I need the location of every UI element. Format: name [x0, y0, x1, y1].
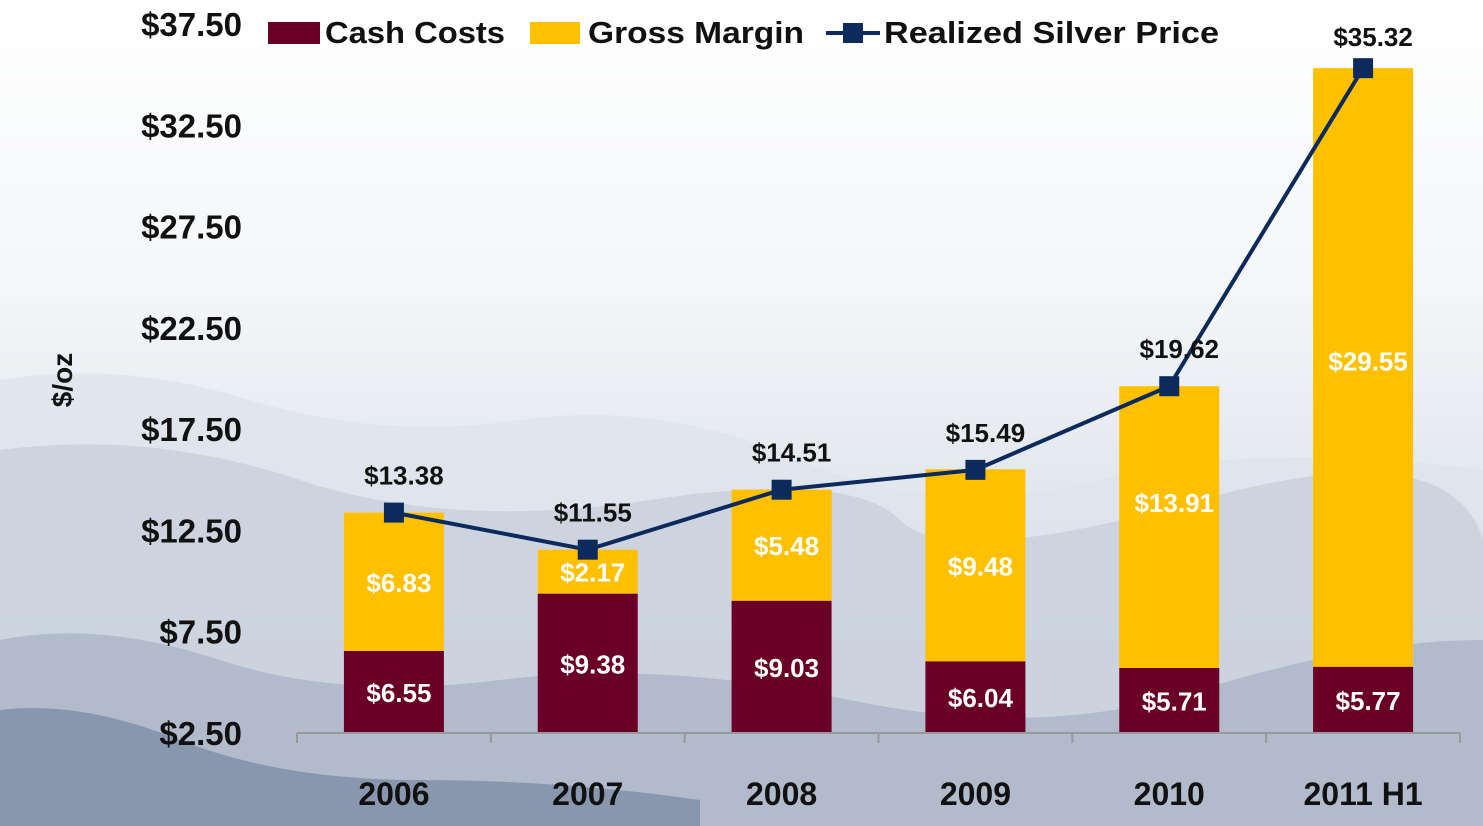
- x-tick-label: 2007: [552, 776, 623, 812]
- price-label: $35.32: [1333, 22, 1413, 52]
- bar-cash-costs: [925, 661, 1026, 733]
- price-marker: [383, 502, 404, 523]
- bar-cash-costs: [343, 650, 444, 733]
- legend-price-marker: [843, 23, 863, 43]
- price-marker: [965, 459, 986, 480]
- x-tick-label: 2006: [358, 776, 429, 812]
- price-marker: [771, 479, 792, 500]
- cash-cost-label: $9.03: [754, 653, 819, 683]
- x-tick-label: 2008: [746, 776, 817, 812]
- bar-gross-margin: [731, 489, 832, 601]
- gross-margin-label: $5.48: [754, 531, 819, 561]
- y-tick-label: $37.50: [141, 6, 242, 43]
- legend-price-label: Realized Silver Price: [884, 15, 1219, 50]
- price-label: $19.62: [1139, 334, 1219, 364]
- y-tick-label: $12.50: [141, 512, 242, 549]
- gross-margin-label: $13.91: [1134, 488, 1214, 518]
- legend-cash-costs-swatch: [268, 22, 320, 44]
- bar-cash-costs: [1119, 667, 1220, 733]
- x-tick-label: 2010: [1134, 776, 1205, 812]
- cash-cost-label: $6.04: [948, 683, 1014, 713]
- gross-margin-label: $29.55: [1328, 346, 1408, 376]
- bar-cash-costs: [537, 593, 638, 733]
- legend-gross-margin-swatch: [530, 22, 580, 44]
- y-tick-label: $32.50: [141, 107, 242, 144]
- gross-margin-label: $9.48: [948, 551, 1013, 581]
- price-marker: [1353, 58, 1374, 79]
- y-tick-label: $17.50: [141, 411, 242, 448]
- y-tick-label: $7.50: [159, 614, 242, 651]
- y-axis-label: $/oz: [47, 353, 78, 407]
- legend-cash-costs-label: Cash Costs: [325, 15, 505, 50]
- price-label: $14.51: [752, 438, 832, 468]
- bar-gross-margin: [1313, 68, 1414, 667]
- x-tick-label: 2011 H1: [1303, 776, 1422, 812]
- y-tick-label: $27.50: [141, 209, 242, 246]
- price-marker: [1159, 376, 1180, 397]
- gross-margin-label: $2.17: [560, 558, 625, 588]
- price-label: $15.49: [946, 418, 1026, 448]
- price-label: $13.38: [364, 461, 444, 491]
- x-tick-label: 2009: [940, 776, 1011, 812]
- cash-cost-label: $6.55: [366, 678, 431, 708]
- cash-cost-label: $5.77: [1336, 686, 1401, 716]
- bar-gross-margin: [343, 512, 444, 651]
- legend-gross-margin-label: Gross Margin: [588, 15, 804, 50]
- y-tick-label: $2.50: [159, 715, 242, 752]
- cash-cost-label: $9.38: [560, 649, 625, 679]
- cash-cost-label: $5.71: [1142, 686, 1207, 716]
- bar-gross-margin: [925, 469, 1026, 662]
- price-line: [393, 67, 1365, 552]
- price-label: $11.55: [554, 498, 632, 528]
- y-tick-label: $22.50: [141, 310, 242, 347]
- bar-cash-costs: [731, 600, 832, 733]
- gross-margin-label: $6.83: [366, 568, 431, 598]
- price-marker: [577, 539, 598, 560]
- bar-cash-costs: [1313, 666, 1414, 733]
- bar-gross-margin: [1119, 386, 1220, 668]
